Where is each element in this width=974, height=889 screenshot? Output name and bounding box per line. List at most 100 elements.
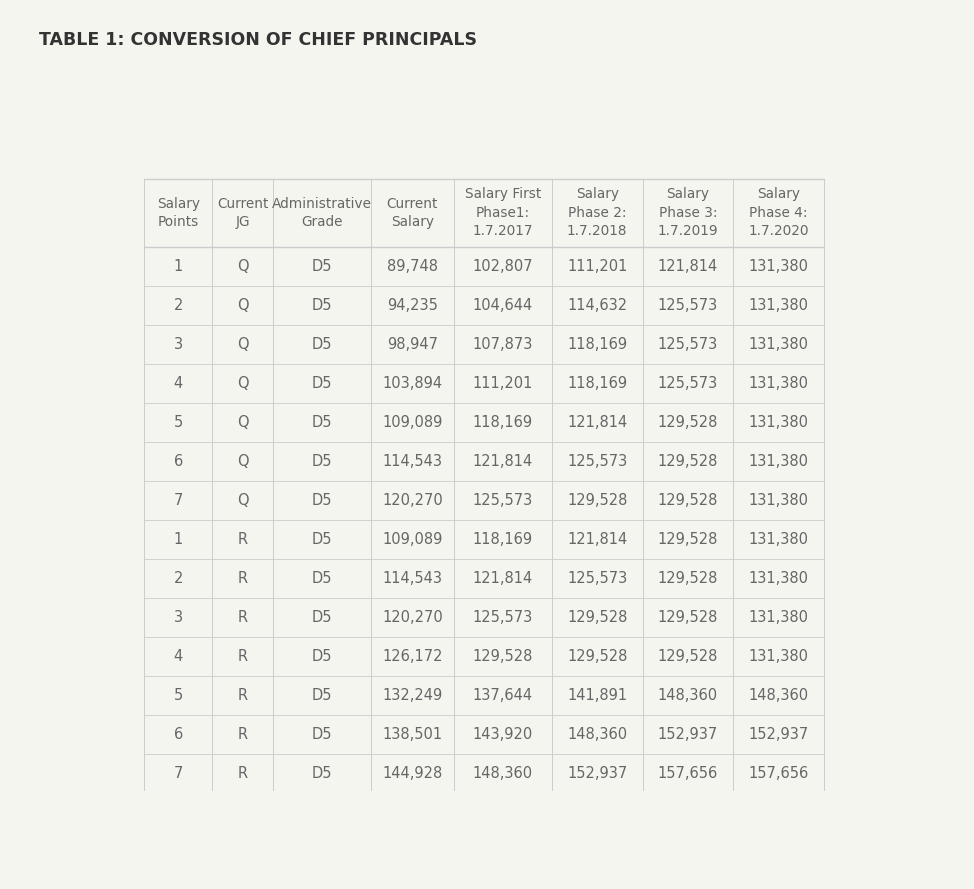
Text: R: R bbox=[238, 727, 247, 742]
Text: 114,543: 114,543 bbox=[383, 454, 442, 469]
Text: Q: Q bbox=[237, 493, 248, 509]
Text: 137,644: 137,644 bbox=[473, 688, 533, 703]
Text: 120,270: 120,270 bbox=[382, 610, 443, 625]
Text: R: R bbox=[238, 688, 247, 703]
Text: D5: D5 bbox=[312, 727, 332, 742]
Text: 157,656: 157,656 bbox=[748, 766, 808, 781]
Text: 120,270: 120,270 bbox=[382, 493, 443, 509]
Text: 2: 2 bbox=[173, 571, 183, 586]
Text: 132,249: 132,249 bbox=[382, 688, 442, 703]
Text: 98,947: 98,947 bbox=[387, 337, 438, 352]
Text: 89,748: 89,748 bbox=[387, 259, 438, 274]
Text: 148,360: 148,360 bbox=[748, 688, 808, 703]
Text: Salary First
Phase1:
1.7.2017: Salary First Phase1: 1.7.2017 bbox=[465, 188, 542, 238]
Text: 104,644: 104,644 bbox=[472, 298, 533, 313]
Text: 5: 5 bbox=[173, 415, 183, 430]
Text: D5: D5 bbox=[312, 533, 332, 547]
Text: 114,543: 114,543 bbox=[383, 571, 442, 586]
Text: 131,380: 131,380 bbox=[748, 649, 808, 664]
Text: 121,814: 121,814 bbox=[567, 415, 627, 430]
Text: Q: Q bbox=[237, 298, 248, 313]
Text: 157,656: 157,656 bbox=[657, 766, 718, 781]
Text: 129,528: 129,528 bbox=[657, 571, 718, 586]
Text: 3: 3 bbox=[173, 610, 183, 625]
Text: 131,380: 131,380 bbox=[748, 610, 808, 625]
Text: 129,528: 129,528 bbox=[657, 415, 718, 430]
Text: 129,528: 129,528 bbox=[657, 533, 718, 547]
Text: D5: D5 bbox=[312, 337, 332, 352]
Text: 152,937: 152,937 bbox=[657, 727, 718, 742]
Text: D5: D5 bbox=[312, 571, 332, 586]
Text: 94,235: 94,235 bbox=[387, 298, 437, 313]
Text: Administrative
Grade: Administrative Grade bbox=[272, 196, 372, 229]
Text: 152,937: 152,937 bbox=[567, 766, 627, 781]
Text: 131,380: 131,380 bbox=[748, 571, 808, 586]
Text: Q: Q bbox=[237, 376, 248, 391]
Text: 111,201: 111,201 bbox=[567, 259, 627, 274]
Text: 125,573: 125,573 bbox=[657, 376, 718, 391]
Text: 5: 5 bbox=[173, 688, 183, 703]
Text: TABLE 1: CONVERSION OF CHIEF PRINCIPALS: TABLE 1: CONVERSION OF CHIEF PRINCIPALS bbox=[39, 31, 477, 49]
Text: 129,528: 129,528 bbox=[567, 493, 627, 509]
Text: 121,814: 121,814 bbox=[657, 259, 718, 274]
Text: 131,380: 131,380 bbox=[748, 298, 808, 313]
Text: 129,528: 129,528 bbox=[657, 493, 718, 509]
Text: 138,501: 138,501 bbox=[383, 727, 442, 742]
Text: 144,928: 144,928 bbox=[382, 766, 442, 781]
Text: D5: D5 bbox=[312, 259, 332, 274]
Text: 7: 7 bbox=[173, 493, 183, 509]
Text: 6: 6 bbox=[173, 454, 183, 469]
Text: 125,573: 125,573 bbox=[472, 610, 533, 625]
Text: 125,573: 125,573 bbox=[657, 298, 718, 313]
Text: D5: D5 bbox=[312, 298, 332, 313]
Text: 131,380: 131,380 bbox=[748, 415, 808, 430]
Text: 109,089: 109,089 bbox=[382, 415, 442, 430]
Text: D5: D5 bbox=[312, 415, 332, 430]
Text: R: R bbox=[238, 649, 247, 664]
Text: R: R bbox=[238, 533, 247, 547]
Text: 118,169: 118,169 bbox=[567, 337, 627, 352]
Text: D5: D5 bbox=[312, 493, 332, 509]
Text: 118,169: 118,169 bbox=[473, 415, 533, 430]
Text: 131,380: 131,380 bbox=[748, 337, 808, 352]
Text: 4: 4 bbox=[173, 649, 183, 664]
Text: Current
JG: Current JG bbox=[217, 196, 268, 229]
Text: 148,360: 148,360 bbox=[657, 688, 718, 703]
Text: 131,380: 131,380 bbox=[748, 454, 808, 469]
Text: 1: 1 bbox=[173, 533, 183, 547]
Text: D5: D5 bbox=[312, 688, 332, 703]
Text: 129,528: 129,528 bbox=[567, 649, 627, 664]
Text: Salary
Points: Salary Points bbox=[157, 196, 200, 229]
Text: Q: Q bbox=[237, 454, 248, 469]
Text: 1: 1 bbox=[173, 259, 183, 274]
Text: 7: 7 bbox=[173, 766, 183, 781]
Text: 129,528: 129,528 bbox=[657, 454, 718, 469]
Text: R: R bbox=[238, 766, 247, 781]
Text: 121,814: 121,814 bbox=[472, 571, 533, 586]
Text: R: R bbox=[238, 610, 247, 625]
Text: 131,380: 131,380 bbox=[748, 259, 808, 274]
Text: 6: 6 bbox=[173, 727, 183, 742]
Text: 152,937: 152,937 bbox=[748, 727, 808, 742]
Text: 111,201: 111,201 bbox=[472, 376, 533, 391]
Text: 131,380: 131,380 bbox=[748, 376, 808, 391]
Text: 125,573: 125,573 bbox=[567, 454, 627, 469]
Text: 4: 4 bbox=[173, 376, 183, 391]
Text: D5: D5 bbox=[312, 610, 332, 625]
Text: 129,528: 129,528 bbox=[657, 610, 718, 625]
Text: Q: Q bbox=[237, 415, 248, 430]
Text: D5: D5 bbox=[312, 454, 332, 469]
Text: 141,891: 141,891 bbox=[567, 688, 627, 703]
Text: 129,528: 129,528 bbox=[657, 649, 718, 664]
Text: 143,920: 143,920 bbox=[472, 727, 533, 742]
Text: Salary
Phase 3:
1.7.2019: Salary Phase 3: 1.7.2019 bbox=[657, 188, 718, 238]
Text: 131,380: 131,380 bbox=[748, 493, 808, 509]
Text: 109,089: 109,089 bbox=[382, 533, 442, 547]
Text: 118,169: 118,169 bbox=[567, 376, 627, 391]
Text: R: R bbox=[238, 571, 247, 586]
Text: Q: Q bbox=[237, 337, 248, 352]
Text: D5: D5 bbox=[312, 376, 332, 391]
Text: 148,360: 148,360 bbox=[473, 766, 533, 781]
Text: 126,172: 126,172 bbox=[382, 649, 442, 664]
Text: 102,807: 102,807 bbox=[472, 259, 533, 274]
